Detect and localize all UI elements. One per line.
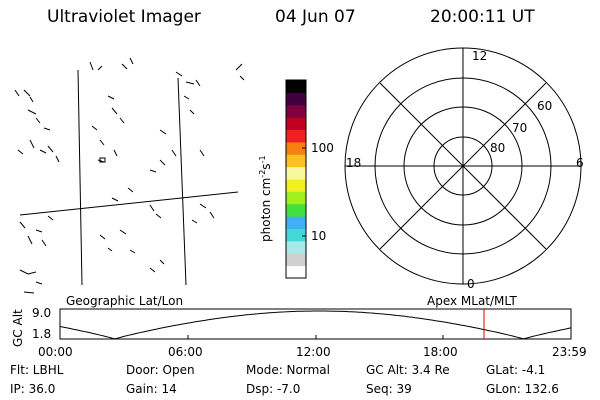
- colorbar-segment: [286, 154, 306, 168]
- glon-value: GLon: 132.6: [486, 382, 559, 396]
- track-tick-1200: 12:00: [296, 345, 331, 359]
- colorbar-segment: [286, 203, 306, 217]
- colorbar-segment: [286, 166, 306, 180]
- track-tick-0600: 06:00: [168, 345, 203, 359]
- track-tick-2359: 23:59: [552, 345, 587, 359]
- instrument-title: Ultraviolet Imager: [47, 7, 201, 27]
- colorbar-frame: [285, 79, 307, 279]
- track-y-min: 1.8: [32, 327, 52, 341]
- colorbar-segment: [286, 104, 306, 118]
- coastline: [19, 187, 165, 265]
- colorbar-segment: [286, 240, 306, 254]
- colorbar-tick-100: 100: [311, 141, 334, 155]
- track-tick-1800: 18:00: [423, 345, 458, 359]
- mlt-label-12: 12: [472, 49, 488, 63]
- colorbar-segment: [286, 228, 306, 242]
- door-value: Door: Open: [126, 363, 195, 377]
- colorbar-tick-10: 10: [311, 229, 327, 243]
- seq-value: Seq: 39: [366, 382, 412, 396]
- coastline: [14, 89, 60, 163]
- colorbar-segment: [286, 80, 306, 93]
- observation-date: 04 Jun 07: [275, 7, 356, 27]
- colorbar-segment: [286, 117, 306, 131]
- coastline: [89, 57, 134, 163]
- coastline: [19, 267, 156, 294]
- track-left-title: Geographic Lat/Lon: [66, 294, 184, 308]
- mlt-label-18: 18: [346, 156, 362, 170]
- colorbar-segment: [286, 191, 306, 205]
- mlt-label-6: 6: [576, 156, 584, 170]
- coastline: [149, 63, 245, 224]
- track-y-max: 9.0: [32, 306, 52, 320]
- colorbar-segment: [286, 179, 306, 192]
- track-right-title: Apex MLat/MLT: [427, 294, 517, 308]
- latitude-line: [19, 191, 239, 216]
- track-tick-0000: 00:00: [38, 345, 73, 359]
- mode-value: Mode: Normal: [246, 363, 330, 377]
- colorbar-segment: [286, 129, 306, 143]
- colorbar-segment: [286, 265, 306, 279]
- lat-label-70: 70: [512, 121, 528, 135]
- gain-value: Gain: 14: [126, 382, 177, 396]
- colorbar-segment: [286, 141, 306, 155]
- colorbar-segment: [286, 92, 306, 106]
- gc-alt-value: GC Alt: 3.4 Re: [366, 363, 450, 377]
- mlt-label-0: 0: [467, 277, 475, 291]
- lat-label-60: 60: [537, 99, 553, 113]
- ip-value: IP: 36.0: [10, 382, 56, 396]
- observation-time: 20:00:11 UT: [430, 7, 535, 27]
- longitude-line: [77, 69, 83, 286]
- track-frame: [59, 308, 572, 340]
- colorbar-segment: [286, 216, 306, 230]
- glat-value: GLat: -4.1: [486, 363, 546, 377]
- coastline: [149, 71, 205, 173]
- island: [99, 157, 106, 163]
- colorbar-segment: [286, 253, 306, 267]
- filter-value: Flt: LBHL: [10, 363, 64, 377]
- dsp-value: Dsp: -7.0: [246, 382, 301, 396]
- longitude-line: [177, 77, 187, 286]
- altitude-curve: [59, 310, 572, 340]
- lat-label-80: 80: [490, 141, 506, 155]
- polar-diagonal: [379, 82, 547, 250]
